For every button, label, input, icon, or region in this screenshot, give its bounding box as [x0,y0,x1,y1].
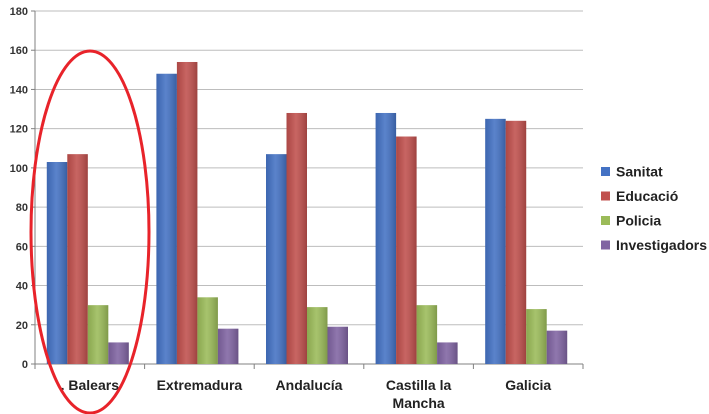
legend-swatch [601,216,610,225]
legend: Sanitat Educació Policia Investigadors [601,164,707,253]
bar-shading [396,136,417,364]
bar-shading [217,328,239,364]
bar-shading [375,112,397,364]
legend-swatch [601,191,610,201]
y-tick-label: 0 [22,359,28,371]
x-category-labels: . Balears Extremadura Andalucía Castilla la… [61,377,552,411]
y-tick-label: 180 [10,6,28,18]
bar-shading [416,305,438,364]
y-tick-labels: 0 20 40 60 80 100 120 140 160 180 [10,6,28,371]
bar-shading [526,309,547,364]
x-category-label: Extremadura [157,377,243,393]
bar-shading [46,162,68,364]
bar-shading [437,342,458,364]
highlight-ellipse [29,49,151,414]
bars [46,61,568,364]
y-tick-label: 120 [10,124,28,136]
x-category-label: Castilla la [386,377,452,393]
x-category-label: Galicia [505,377,551,393]
legend-swatch [601,240,610,250]
y-tick-label: 100 [10,163,28,175]
bar-shading [307,307,328,364]
bar-shading [286,112,307,364]
bar-shading [176,61,198,364]
x-category-label: Andalucía [276,377,343,393]
bar-shading [197,297,218,364]
bar-shading [108,342,129,364]
bar-shading [67,154,88,364]
legend-label: Educació [616,188,678,204]
x-category-label: Mancha [393,395,445,411]
legend-label: Sanitat [616,164,663,180]
bar-shading [485,118,506,364]
bar-shading [156,73,177,364]
x-category-label: . Balears [61,377,120,393]
y-tick-label: 80 [16,202,28,214]
bar-shading [266,154,287,364]
bar-shading [327,326,348,364]
y-tick-label: 160 [10,45,28,57]
y-tick-label: 60 [16,241,28,253]
y-tick-label: 40 [16,281,28,293]
legend-label: Policia [616,213,661,229]
legend-swatch [601,167,610,176]
annotations [29,49,151,414]
bar-shading [87,305,109,364]
bar-shading [546,330,568,364]
bar-shading [505,120,527,364]
y-tick-label: 20 [16,320,28,332]
legend-label: Investigadors [616,237,707,253]
y-tick-label: 140 [10,84,28,96]
